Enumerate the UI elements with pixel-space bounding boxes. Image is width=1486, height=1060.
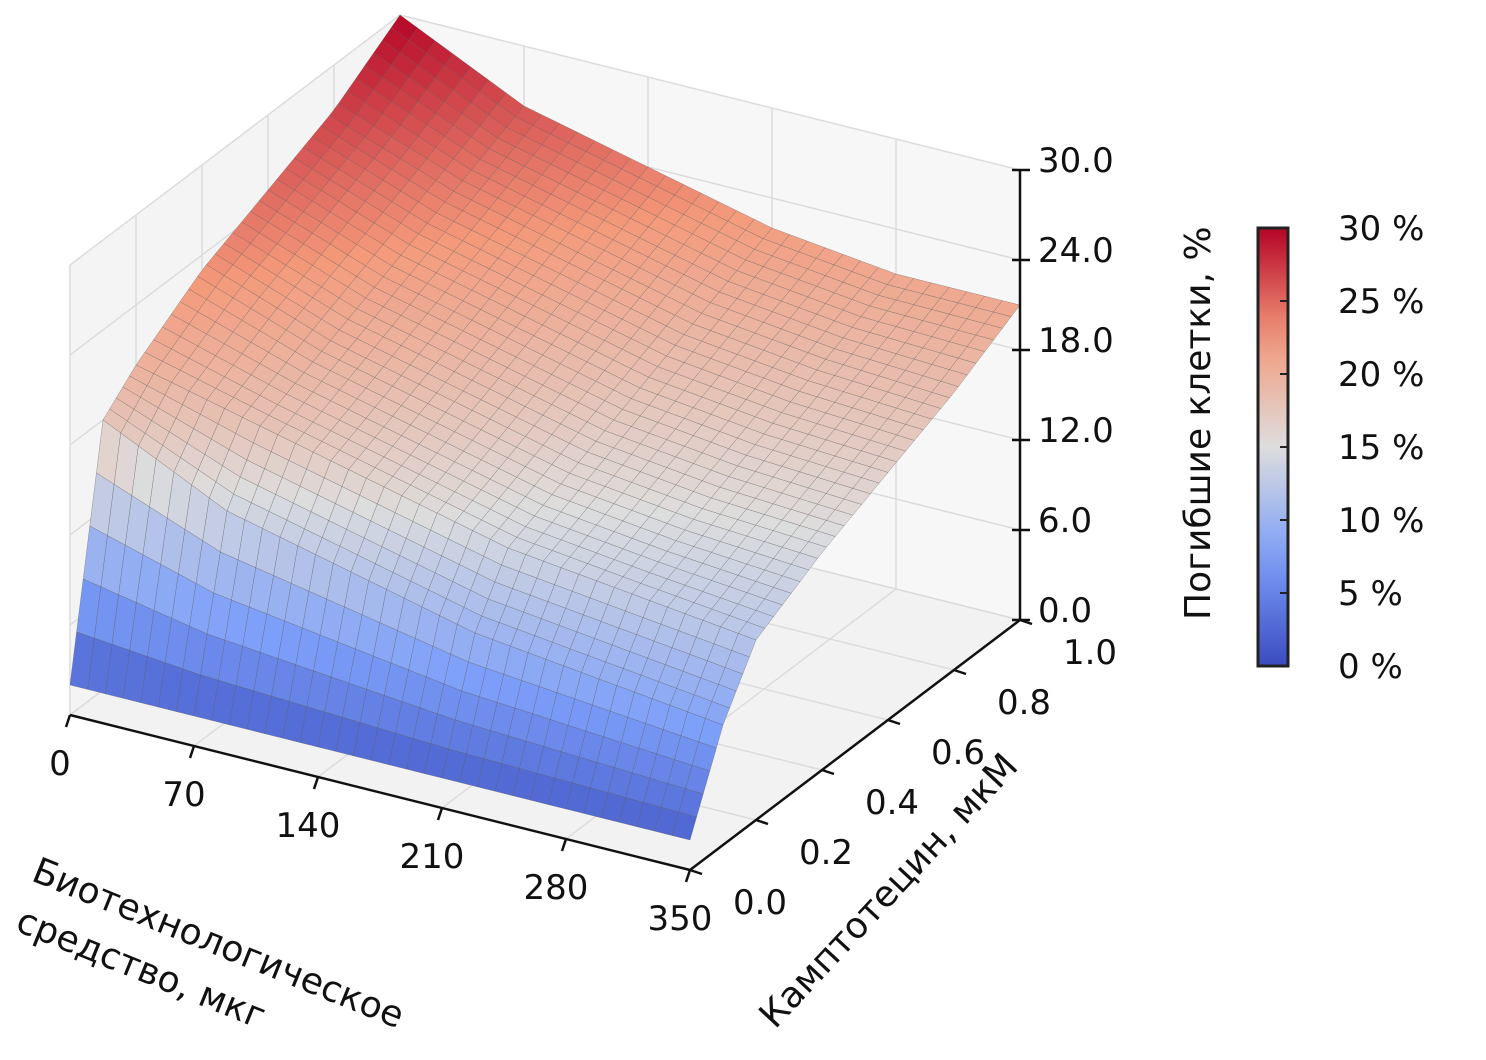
x-tick [560,838,568,852]
z-tick-label: 12.0 [1038,411,1114,451]
colorbar-label: 10 % [1338,501,1424,541]
colorbar-label: 30 % [1338,209,1424,249]
y-tick-label: 1.0 [1063,633,1117,673]
y-tick-label: 0.0 [733,883,787,923]
x-tick [188,745,196,759]
x-tick-label: 70 [162,775,205,815]
y-tick-label: 0.8 [997,683,1051,723]
y-tick-label: 0.4 [865,783,919,823]
z-tick-label: 0.0 [1038,591,1092,631]
x-tick [684,869,692,883]
colorbar-label: 0 % [1338,647,1403,687]
colorbar-label: 20 % [1338,355,1424,395]
y-tick [689,868,703,876]
y-axis-line [689,619,1021,871]
x-tick [64,714,72,728]
x-tick-label: 210 [400,837,465,877]
x-tick-label: 140 [276,806,341,846]
x-tick-label: 280 [524,868,589,908]
y-tick-label: 0.2 [799,833,853,873]
z-tick-label: 24.0 [1038,231,1114,271]
colorbar-label: 25 % [1338,282,1424,322]
x-tick-label: 350 [648,899,713,939]
surface-plot [69,14,1021,841]
surface-cell [671,811,697,841]
colorbar: 0 % 5 % 10 % 15 % 20 % 25 % 30 % [1256,209,1424,687]
z-tick-label: 6.0 [1038,501,1092,541]
colorbar-label: 5 % [1338,574,1403,614]
y-tick [887,718,901,726]
y-tick [821,768,835,776]
y-tick [953,668,967,676]
y-tick-label: 0.6 [931,733,985,773]
y-tick [755,818,769,826]
x-tick [436,807,444,821]
z-axis-title: Погибшие клетки, % [1178,226,1219,620]
z-tick-label: 30.0 [1038,141,1114,181]
x-tick [312,776,320,790]
z-tick-label: 18.0 [1038,321,1114,361]
x-axis-line [69,713,691,872]
colorbar-label: 15 % [1338,428,1424,468]
x-tick-label: 0 [49,744,71,784]
